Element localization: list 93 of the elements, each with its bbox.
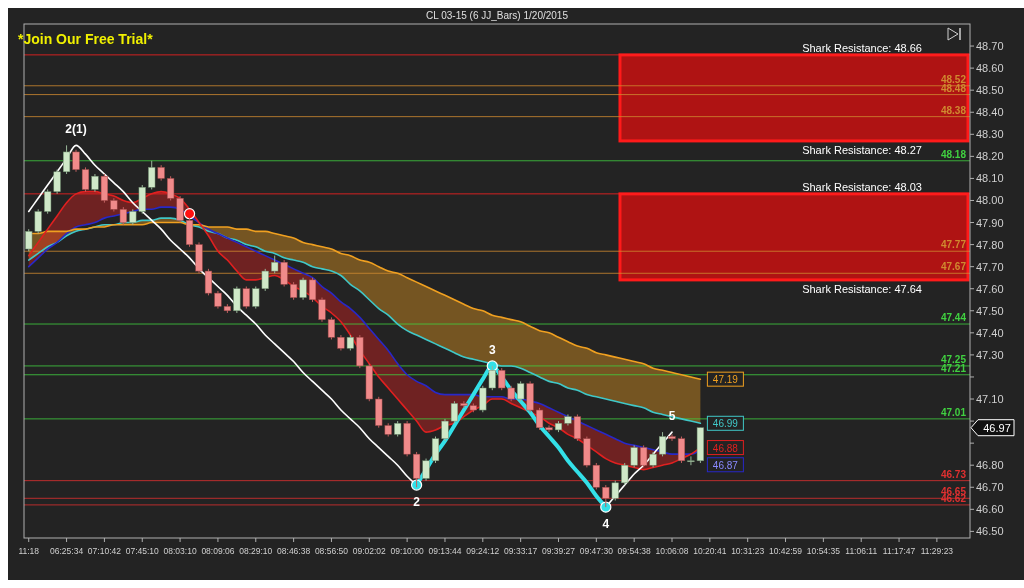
x-tick-label: 11:17:47 [882, 546, 916, 556]
y-tick-label: 47.60 [976, 282, 1004, 295]
x-tick-label: 10:54:35 [806, 546, 841, 556]
y-tick-label: 48.50 [976, 84, 1004, 97]
y-tick-label: 47.10 [976, 393, 1004, 406]
candlestick [308, 277, 317, 303]
annotation: 4 [602, 517, 610, 532]
x-tick-label: 07:45:10 [125, 546, 160, 556]
x-tick-label: 08:29:10 [239, 546, 273, 556]
x-tick-label: 06:25:34 [50, 546, 84, 556]
ref-line-label: 48.48 [940, 82, 967, 94]
y-tick-label: 48.60 [976, 62, 1004, 75]
candlestick [640, 444, 648, 468]
candlestick [280, 259, 288, 288]
y-tick-label: 47.90 [976, 216, 1004, 229]
data-label: 47.19 [712, 374, 739, 386]
y-tick-label: 47.50 [976, 304, 1004, 317]
x-tick-label: 09:02:02 [352, 546, 387, 556]
y-tick-label: 48.70 [976, 40, 1004, 53]
candlestick [148, 160, 156, 190]
x-tick-label: 10:20:41 [693, 546, 727, 556]
annotation: 2(1) [65, 122, 87, 137]
x-tick-label: 08:46:38 [277, 546, 311, 556]
ref-line-label: 47.25 [940, 353, 967, 365]
data-label: 46.99 [712, 418, 739, 430]
annotation: *Join Our Free Trial* [18, 31, 154, 47]
point [600, 501, 612, 513]
y-tick-label: 47.70 [976, 260, 1004, 273]
x-tick-label: 09:54:38 [617, 546, 651, 556]
data-label: 46.88 [712, 442, 739, 454]
annotation: 3 [488, 342, 496, 357]
candlestick [81, 166, 90, 193]
candlestick [242, 286, 250, 310]
ref-line-label: 47.01 [940, 406, 967, 418]
y-tick-label: 48.00 [976, 194, 1004, 207]
ref-line-label: 48.18 [940, 148, 967, 160]
candlestick [573, 413, 581, 442]
y-tick-label: 48.10 [976, 172, 1004, 185]
x-tick-label: 09:33:17 [504, 546, 538, 556]
candlestick [204, 268, 213, 296]
y-tick-label: 48.30 [976, 128, 1004, 141]
x-tick-label: 09:47:30 [579, 546, 614, 556]
y-tick-label: 47.30 [976, 348, 1004, 361]
ref-line-label: 48.38 [940, 104, 967, 116]
candlestick [431, 436, 440, 464]
x-tick-label: 11:29:23 [920, 546, 954, 556]
data-label: 46.87 [712, 459, 739, 471]
candlestick [677, 436, 686, 464]
band-label: Shark Resistance: 47.64 [802, 282, 922, 295]
chart-title: CL 03-15 (6 JJ_Bars) 1/20/2015 [426, 10, 569, 21]
ref-line-label: 47.44 [940, 312, 967, 324]
candlestick [422, 458, 430, 482]
y-tick-label: 47.40 [976, 326, 1004, 339]
candlestick [658, 431, 667, 457]
y-tick-label: 46.60 [976, 503, 1004, 516]
x-tick-label: 09:24:12 [466, 546, 500, 556]
point [183, 208, 196, 220]
y-tick-label: 46.80 [976, 459, 1004, 472]
candlestick [668, 433, 676, 442]
x-tick-label: 10:31:23 [731, 546, 765, 556]
y-tick-label: 48.40 [976, 106, 1004, 119]
ref-line-label: 46.73 [940, 468, 967, 480]
ref-line-label: 47.77 [940, 239, 967, 251]
band-label: Shark Resistance: 48.27 [802, 143, 922, 156]
x-tick-label: 09:10:00 [390, 546, 424, 556]
x-tick-label: 09:39:27 [541, 546, 576, 556]
x-tick-label: 10:06:08 [655, 546, 689, 556]
annotation: 2 [413, 495, 421, 510]
y-tick-label: 47.80 [976, 238, 1004, 251]
x-tick-label: 08:56:50 [314, 546, 349, 556]
candlestick [611, 480, 619, 501]
ref-line-label: 48.52 [940, 73, 967, 85]
candlestick [299, 277, 307, 301]
x-tick-label: 11:18 [18, 546, 40, 556]
x-tick-label: 07:10:42 [87, 546, 122, 556]
ref-line-label: 47.67 [940, 261, 967, 273]
ref-line-label: 47.21 [940, 362, 967, 374]
y-tick-label: 46.70 [976, 481, 1004, 494]
text: 46.97 [983, 421, 1011, 434]
x-tick-label: 08:09:06 [201, 546, 235, 556]
x-tick-label: 11:06:11 [845, 546, 878, 556]
x-tick-label: 10:42:59 [768, 546, 803, 556]
ref-line-label: Shark Resistance: 48.66 [802, 41, 922, 54]
candlestick [517, 380, 525, 402]
candlestick [72, 149, 80, 173]
x-tick-label: 08:03:10 [163, 546, 197, 556]
candlestick [233, 286, 241, 314]
ref-line-label: Shark Resistance: 48.03 [802, 180, 922, 193]
point [410, 479, 423, 491]
y-tick-label: 46.50 [976, 525, 1004, 538]
y-tick-label: 48.20 [976, 150, 1004, 163]
x-tick-label: 09:13:44 [428, 546, 462, 556]
candlestick [63, 144, 71, 175]
